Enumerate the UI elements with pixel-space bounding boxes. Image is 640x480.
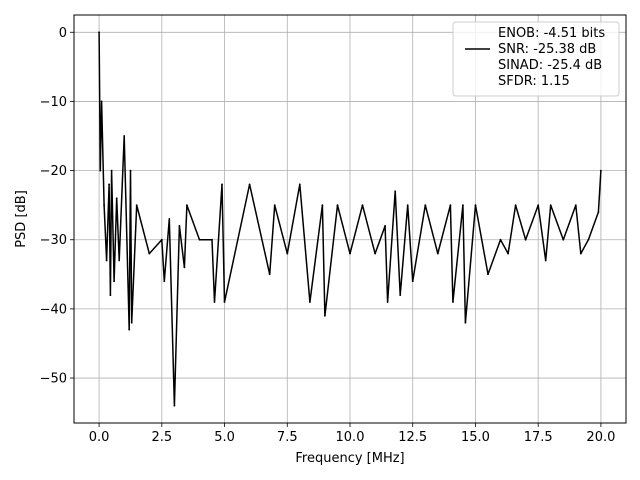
psd-point: [148, 252, 151, 255]
psd-point: [211, 238, 213, 241]
psd-point: [349, 252, 351, 255]
x-tick-label: 20.0: [586, 430, 615, 445]
psd-point: [273, 204, 276, 207]
psd-point: [118, 259, 121, 262]
psd-point: [298, 183, 301, 186]
psd-point: [309, 301, 311, 303]
psd-point: [514, 204, 517, 207]
psd-point: [130, 321, 133, 324]
psd-point: [436, 252, 439, 255]
psd-point: [399, 294, 402, 296]
psd-point: [135, 204, 138, 207]
psd-point: [163, 280, 166, 283]
psd-point: [110, 169, 113, 172]
psd-point: [321, 204, 324, 207]
psd-point: [268, 273, 271, 276]
psd-point: [123, 135, 126, 137]
psd-point: [129, 169, 132, 172]
psd-point: [108, 183, 110, 186]
psd-point: [374, 252, 376, 255]
psd-line: [98, 32, 602, 407]
psd-point: [499, 238, 502, 241]
psd-point: [449, 204, 452, 207]
psd-point: [115, 197, 118, 200]
x-axis-ticks: 0.0 2.5 5.0 7.5 10.0 12.5 15.0 17.5 20.0: [89, 423, 615, 445]
psd-point: [384, 225, 386, 227]
psd-point: [248, 183, 251, 186]
psd-point: [103, 204, 105, 207]
psd-point: [109, 294, 112, 296]
x-tick-label: 15.0: [461, 430, 490, 445]
psd-point: [198, 238, 201, 241]
x-tick-label: 2.5: [151, 430, 172, 445]
psd-point: [524, 238, 527, 241]
psd-point: [186, 204, 188, 207]
psd-point: [173, 404, 176, 407]
psd-point: [600, 169, 602, 172]
y-tick-label: −40: [40, 302, 67, 317]
legend-entry: SFDR: 1.15: [498, 74, 570, 89]
psd-point: [160, 238, 163, 241]
psd-point: [411, 280, 414, 283]
psd-point: [587, 238, 590, 241]
x-tick-label: 17.5: [524, 430, 553, 445]
x-tick-label: 12.5: [398, 430, 427, 445]
psd-point: [221, 183, 223, 186]
x-tick-label: 0.0: [89, 430, 110, 445]
x-tick-label: 10.0: [336, 430, 365, 445]
psd-point: [183, 266, 186, 269]
psd-point: [98, 31, 100, 34]
psd-point: [406, 204, 409, 207]
x-axis-label: Frequency [MHz]: [295, 451, 404, 466]
psd-point: [574, 204, 577, 207]
psd-point: [213, 301, 216, 303]
psd-point: [579, 252, 582, 255]
legend-box: [452, 21, 620, 97]
psd-point: [474, 204, 477, 207]
psd-point: [597, 211, 600, 214]
psd-point: [507, 252, 509, 255]
y-tick-label: −20: [40, 164, 67, 179]
psd-point: [99, 169, 102, 172]
x-tick-label: 7.5: [277, 430, 298, 445]
psd-point: [178, 225, 181, 227]
y-tick-label: −30: [40, 233, 67, 248]
psd-point: [324, 314, 326, 317]
grid-lines: [74, 15, 626, 423]
data-series-layer: [98, 31, 602, 407]
y-tick-label: −50: [40, 372, 67, 387]
psd-point: [386, 301, 389, 303]
psd-point: [562, 238, 565, 241]
y-tick-label: −10: [40, 95, 67, 110]
psd-point: [113, 280, 115, 283]
psd-point: [487, 273, 489, 276]
psd-point: [128, 328, 131, 331]
psd-point: [223, 301, 226, 303]
y-axis-ticks: 0 −10 −20 −30 −40 −50: [40, 26, 74, 387]
psd-point: [424, 204, 427, 207]
y-axis-label: PSD [dB]: [14, 190, 29, 248]
legend-entry: SINAD: -25.4 dB: [498, 58, 602, 73]
legend-entry: ENOB: -4.51 bits: [498, 26, 605, 41]
psd-point: [537, 204, 540, 207]
psd-point: [100, 100, 103, 103]
psd-point: [452, 301, 454, 303]
psd-point: [549, 204, 552, 207]
psd-point: [336, 204, 339, 207]
psd-point: [168, 218, 171, 220]
psd-point: [464, 321, 467, 324]
psd-point: [394, 190, 397, 193]
psd-point: [462, 204, 464, 207]
psd-point: [361, 204, 364, 207]
x-tick-label: 5.0: [214, 430, 235, 445]
psd-point: [544, 259, 547, 262]
psd-point: [105, 259, 108, 262]
legend-entry: SNR: -25.38 dB: [498, 42, 596, 57]
y-tick-label: 0: [59, 26, 67, 41]
psd-point: [286, 252, 289, 255]
